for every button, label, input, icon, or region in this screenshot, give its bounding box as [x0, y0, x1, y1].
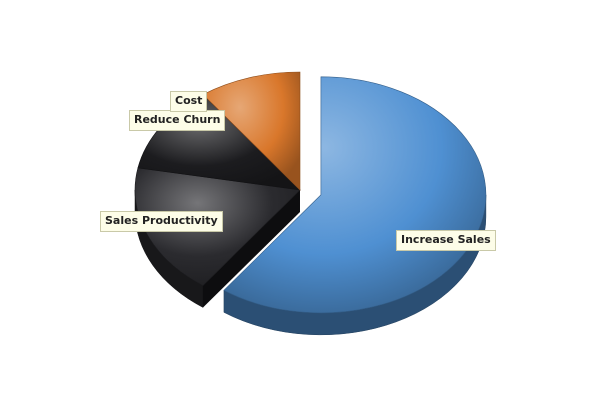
- slice-label-sales-productivity: Sales Productivity: [100, 211, 223, 232]
- slice-label-increase-sales: Increase Sales: [396, 230, 496, 251]
- slice-label-cost: Cost: [170, 91, 208, 112]
- slice-label-reduce-churn: Reduce Churn: [129, 110, 226, 131]
- slice-wall-sales-productivity: [203, 190, 300, 308]
